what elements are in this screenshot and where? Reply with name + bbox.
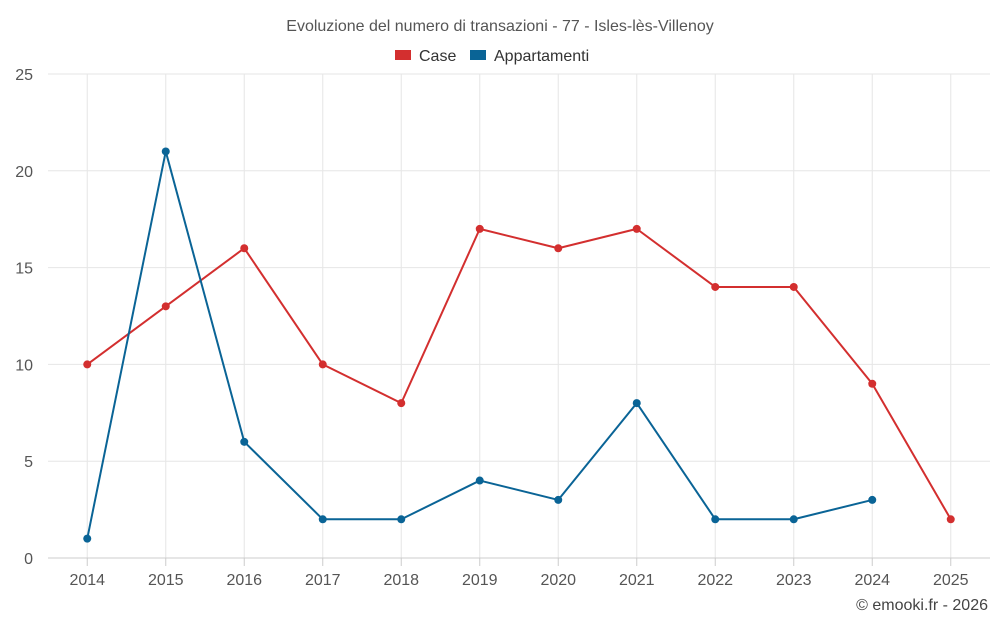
data-point[interactable] (83, 534, 92, 543)
data-point[interactable] (554, 244, 563, 253)
x-tick-label: 2016 (226, 572, 262, 589)
legend-swatch (395, 50, 411, 60)
x-tick-label: 2015 (148, 572, 184, 589)
y-tick-label: 0 (24, 551, 33, 568)
data-point[interactable] (632, 224, 641, 233)
series-case (83, 224, 955, 524)
chart-title: Evoluzione del numero di transazioni - 7… (286, 18, 713, 35)
data-point[interactable] (83, 360, 92, 369)
x-tick-label: 2017 (305, 572, 341, 589)
data-point[interactable] (789, 515, 798, 524)
legend-item-appartamenti[interactable]: Appartamenti (470, 48, 589, 65)
legend-swatch (470, 50, 486, 60)
data-point[interactable] (397, 399, 406, 408)
data-point[interactable] (868, 379, 877, 388)
data-point[interactable] (397, 515, 406, 524)
credit-text: © emooki.fr - 2026 (856, 597, 988, 614)
data-point[interactable] (318, 360, 327, 369)
x-tick-label: 2023 (776, 572, 812, 589)
grid (48, 73, 990, 559)
series-line (86, 227, 952, 520)
x-tick-label: 2018 (383, 572, 419, 589)
y-axis: 0 5 10 15 20 25 (15, 67, 33, 568)
x-tick-label: 2019 (462, 572, 498, 589)
data-point[interactable] (475, 476, 484, 485)
data-point[interactable] (161, 302, 170, 311)
x-tick-label: 2022 (697, 572, 733, 589)
data-point[interactable] (711, 515, 720, 524)
data-point[interactable] (475, 224, 484, 233)
x-tick-label: 2014 (69, 572, 105, 589)
series-group (83, 147, 955, 543)
legend-label: Appartamenti (494, 48, 589, 65)
legend: Case Appartamenti (395, 48, 589, 65)
legend-label: Case (419, 48, 456, 65)
data-point[interactable] (711, 282, 720, 291)
data-point[interactable] (632, 399, 641, 408)
data-point[interactable] (240, 244, 249, 253)
x-tick-label: 2024 (854, 572, 890, 589)
data-point[interactable] (554, 495, 563, 504)
data-point[interactable] (868, 495, 877, 504)
series-appartamenti (83, 147, 877, 543)
data-point[interactable] (240, 437, 249, 446)
x-tick-label: 2020 (540, 572, 576, 589)
data-point[interactable] (789, 282, 798, 291)
y-tick-label: 15 (15, 261, 33, 278)
data-point[interactable] (161, 147, 170, 156)
y-tick-label: 25 (15, 67, 33, 84)
x-tick-label: 2021 (619, 572, 655, 589)
y-tick-label: 20 (15, 164, 33, 181)
x-axis: 2014 2015 2016 2017 2018 2019 2020 2021 2022 2023… (69, 558, 969, 589)
y-tick-label: 10 (15, 357, 33, 374)
data-point[interactable] (318, 515, 327, 524)
data-point[interactable] (946, 515, 955, 524)
legend-item-case[interactable]: Case (395, 48, 456, 65)
y-tick-label: 5 (24, 454, 33, 471)
x-tick-label: 2025 (933, 572, 969, 589)
